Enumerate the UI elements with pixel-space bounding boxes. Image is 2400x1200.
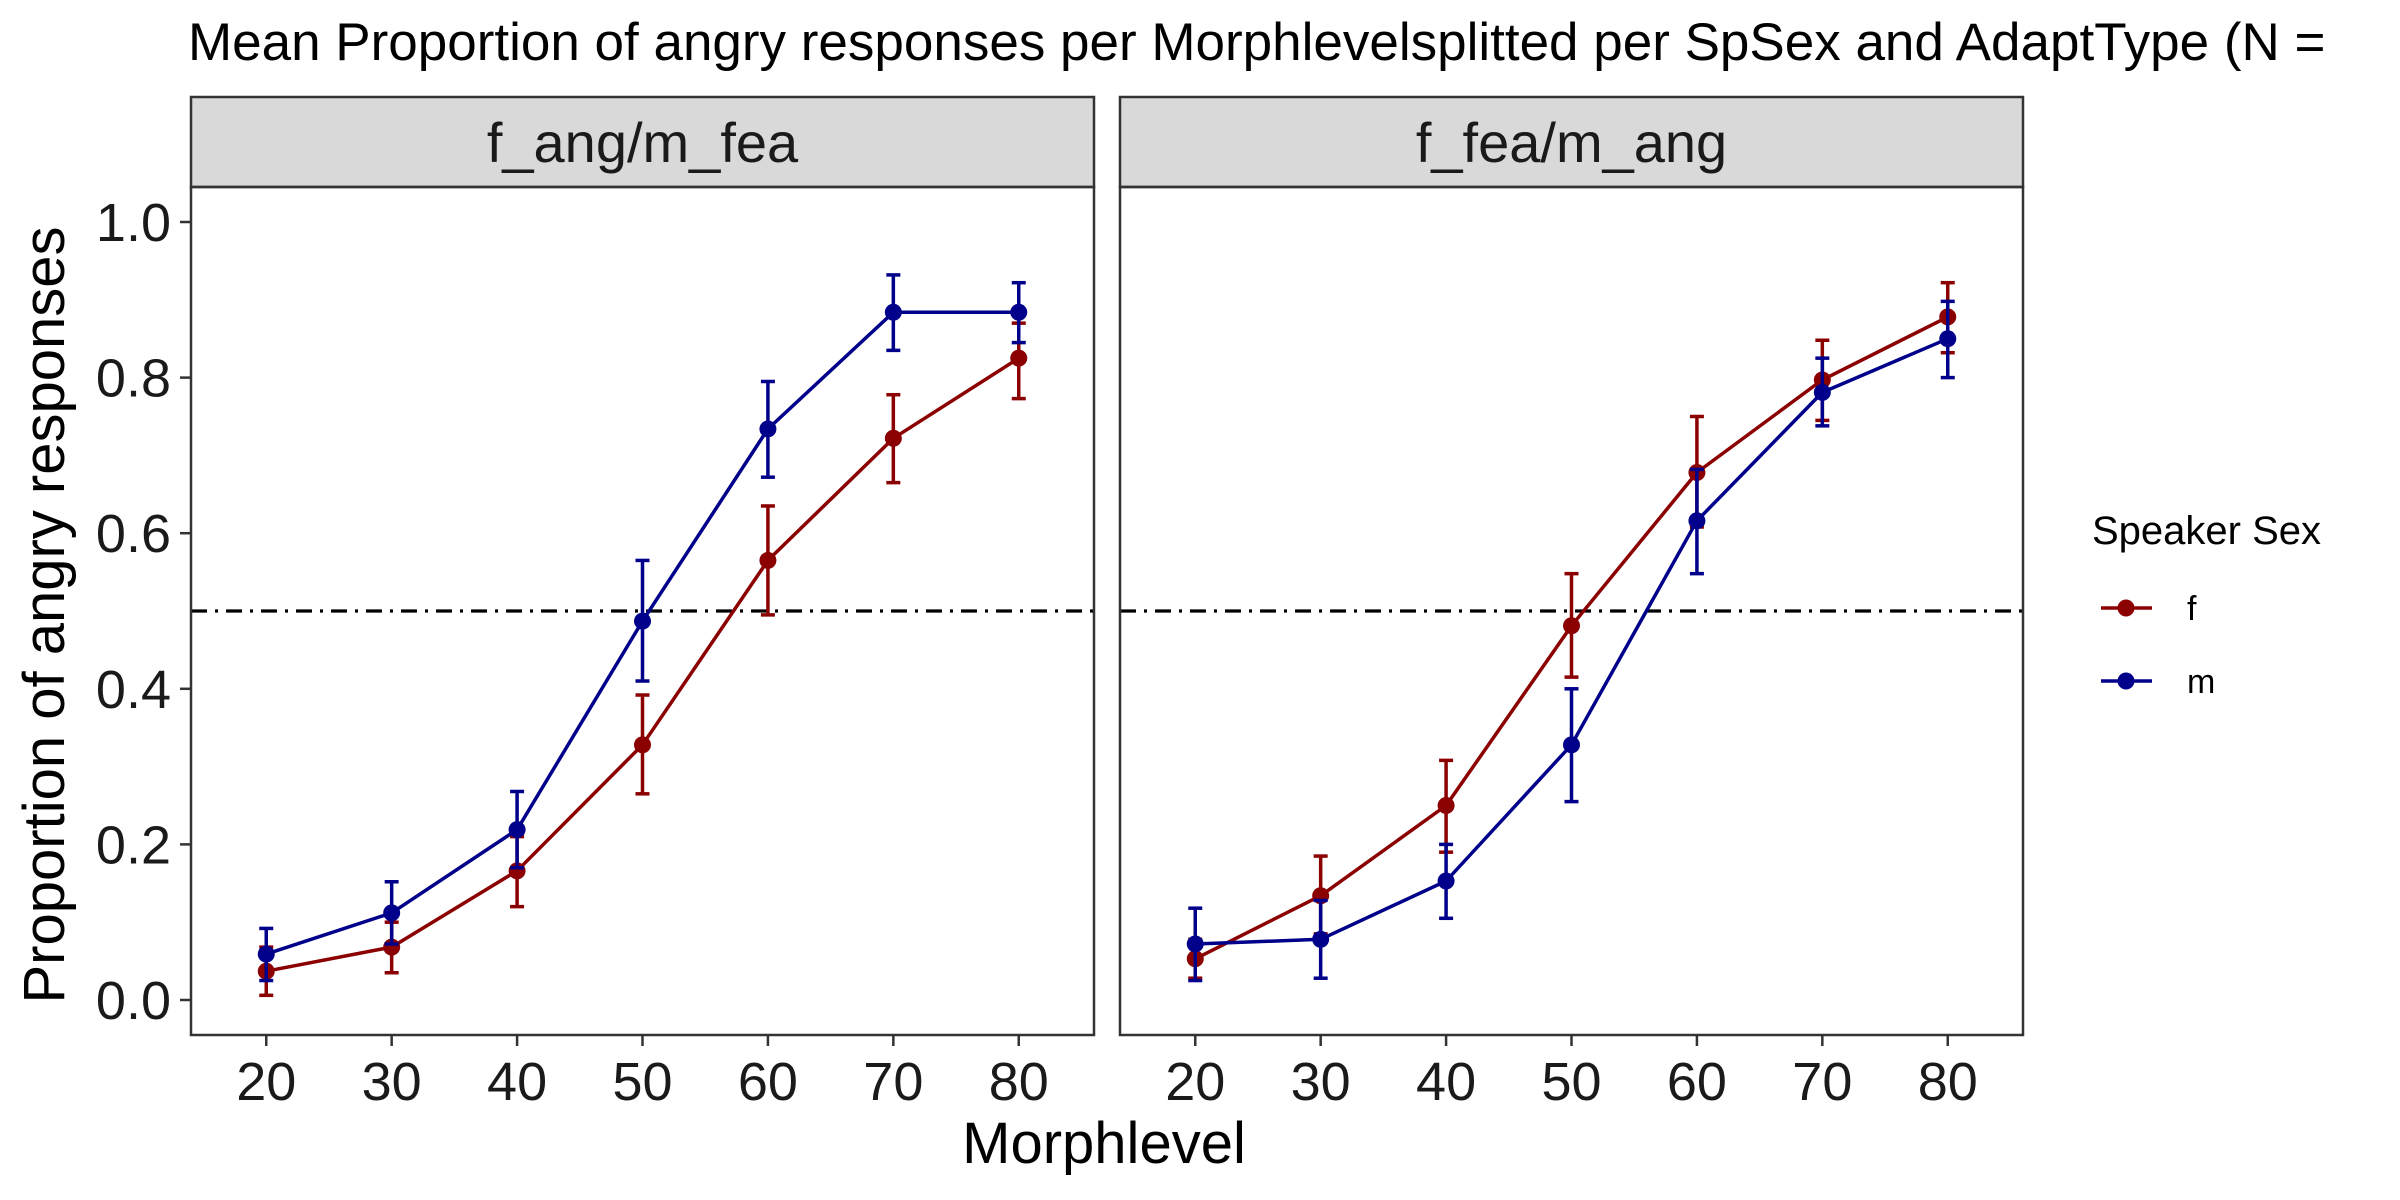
x-tick-label: 30	[362, 1052, 422, 1112]
x-tick-label: 60	[1667, 1052, 1727, 1112]
legend-title: Speaker Sex	[2092, 509, 2321, 553]
legend: Speaker Sex fm	[2092, 509, 2321, 701]
legend-label: m	[2187, 663, 2215, 701]
data-point	[634, 736, 651, 754]
x-tick-label: 20	[1165, 1052, 1225, 1112]
y-axis-title: Proportion of angry responses	[12, 227, 77, 1004]
data-point	[1186, 935, 1204, 953]
x-tick-label: 80	[1918, 1052, 1978, 1112]
series-m	[257, 273, 1028, 983]
data-point	[257, 945, 275, 963]
data-point	[1563, 617, 1580, 635]
data-point	[634, 612, 651, 630]
facet-strip-label: f_ang/m_fea	[487, 111, 799, 174]
series-m	[1186, 299, 1957, 983]
y-tick-label: 0.8	[96, 349, 171, 409]
legend-label: f	[2187, 590, 2197, 628]
data-point	[508, 821, 526, 839]
data-point	[1688, 512, 1706, 530]
data-point	[884, 303, 902, 321]
x-tick-label: 50	[1541, 1052, 1601, 1112]
data-point	[383, 904, 401, 922]
data-point	[759, 551, 777, 569]
y-tick-label: 0.0	[96, 971, 171, 1031]
data-point	[1312, 930, 1330, 948]
y-tick-label: 0.2	[96, 815, 171, 875]
y-tick-label: 1.0	[96, 193, 171, 253]
x-tick-label: 80	[989, 1052, 1049, 1112]
facet-strip	[1118, 95, 2025, 189]
data-point	[1813, 383, 1831, 401]
x-tick-label: 20	[236, 1052, 296, 1112]
y-tick-label: 0.6	[96, 504, 171, 564]
x-tick-label: 40	[487, 1052, 547, 1112]
series-f	[1186, 280, 1957, 980]
facet-strip	[189, 95, 1096, 189]
panel-2: f_fea/m_ang 20 30 40 50 60 70 80	[1118, 95, 2025, 1112]
x-tick-label: 50	[612, 1052, 672, 1112]
x-tick-label: 60	[738, 1052, 798, 1112]
data-point	[884, 429, 902, 447]
data-point	[1437, 796, 1455, 814]
y-tick-label: 0.4	[96, 660, 171, 720]
chart-title: Mean Proportion of angry responses per M…	[188, 13, 2325, 72]
x-tick-label: 70	[1792, 1052, 1852, 1112]
legend-items: fm	[2101, 590, 2215, 701]
legend-key-point	[2117, 672, 2135, 690]
x-tick-label: 40	[1416, 1052, 1476, 1112]
data-point	[1010, 303, 1028, 321]
legend-key-point	[2117, 599, 2135, 617]
legend-item-m: m	[2101, 663, 2215, 701]
x-tick-label: 70	[863, 1052, 923, 1112]
x-tick-label: 30	[1291, 1052, 1351, 1112]
facet-strip-label: f_fea/m_ang	[1416, 111, 1727, 174]
data-point	[1010, 349, 1028, 367]
data-point	[1437, 872, 1455, 890]
legend-item-f: f	[2101, 590, 2197, 628]
data-point	[1563, 736, 1580, 754]
data-point	[1939, 330, 1957, 348]
data-point	[759, 420, 777, 438]
x-axis-title: Morphlevel	[962, 1111, 1246, 1176]
panels: f_ang/m_fea 20 30 40 50 60 70 80 f_fea/m_ang 20 30…	[96, 95, 2025, 1112]
panel-1: f_ang/m_fea 20 30 40 50 60 70 80	[189, 95, 1096, 1112]
